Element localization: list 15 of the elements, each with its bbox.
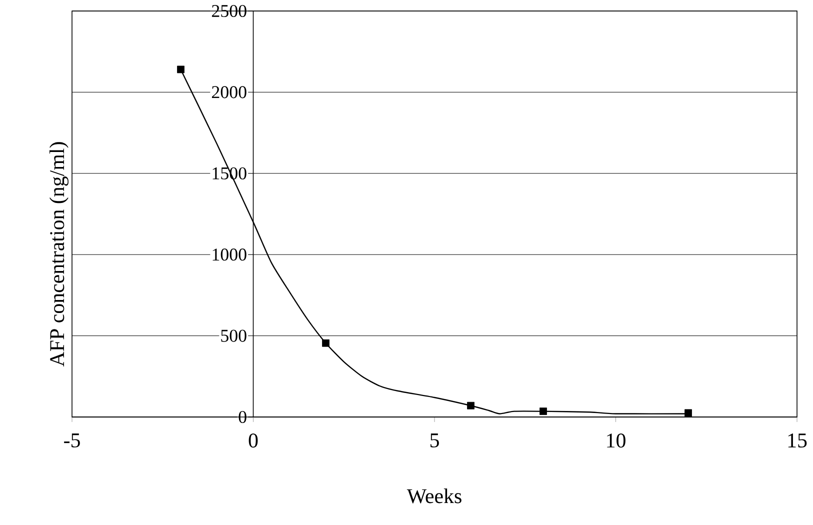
point — [540, 408, 547, 415]
x-tick-label: 5 — [430, 434, 439, 448]
point — [684, 409, 692, 417]
point — [322, 339, 330, 347]
x-tick-label: 0 — [248, 434, 258, 448]
x-tick-label: 15 — [788, 434, 807, 448]
x-tick-label: -5 — [64, 434, 80, 448]
y-tick-label: 1000 — [212, 248, 246, 261]
point — [467, 402, 474, 410]
y-tick-label: 2000 — [212, 86, 246, 98]
x-axis-title: Weeks — [406, 488, 462, 504]
y-axis-title: AFP concentration (ng/ml) — [49, 142, 68, 367]
point — [177, 66, 184, 74]
x-tick-label: 10 — [607, 434, 626, 448]
y-tick-label: 500 — [221, 330, 246, 342]
